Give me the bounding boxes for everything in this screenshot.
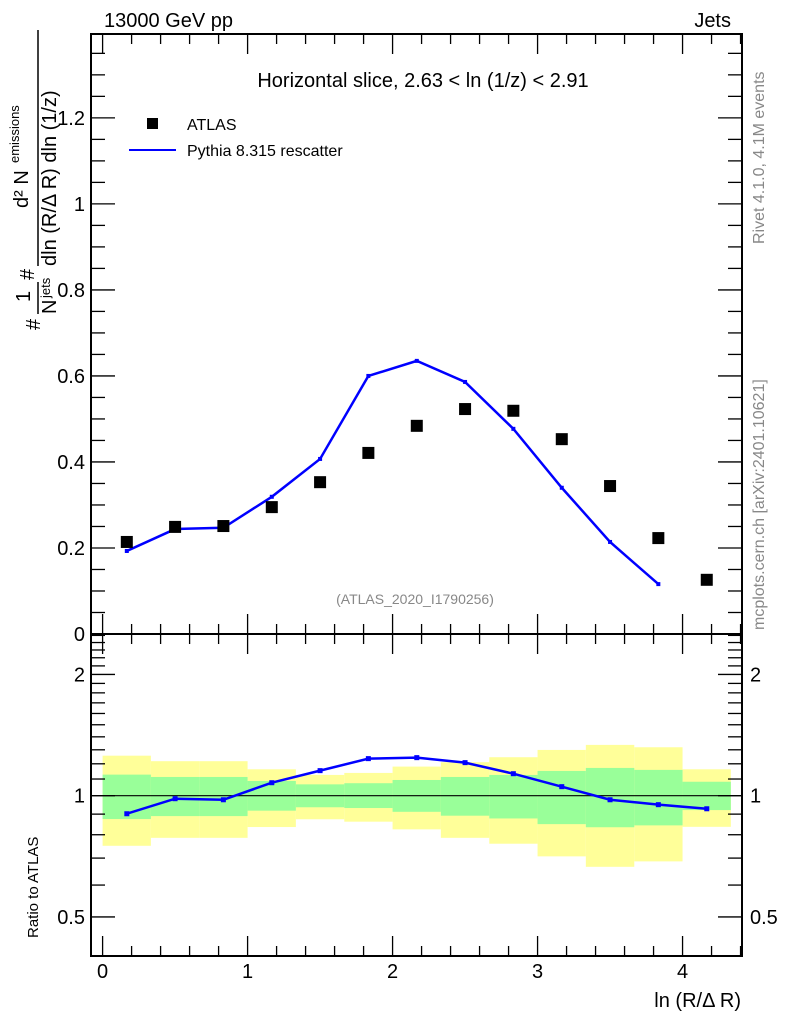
ratio-point bbox=[220, 797, 226, 803]
data-point bbox=[265, 501, 278, 514]
y-tick-label-lower-left: 2 bbox=[74, 664, 85, 686]
y-tick-label-upper: 0.4 bbox=[57, 452, 85, 474]
x-tick-label: 3 bbox=[532, 961, 543, 983]
ratio-point bbox=[124, 811, 130, 817]
ratio-point bbox=[172, 796, 178, 802]
band-inner-bin bbox=[634, 769, 683, 826]
data-point bbox=[700, 573, 713, 586]
mc-point bbox=[318, 456, 323, 461]
band-inner-bin bbox=[199, 776, 248, 817]
lower-frame bbox=[90, 633, 743, 957]
data-point bbox=[314, 476, 327, 489]
data-point bbox=[217, 520, 230, 533]
watermark: (ATLAS_2020_I1790256) bbox=[336, 591, 494, 607]
ratio-point bbox=[269, 780, 275, 786]
y-tick-label-upper: 0.6 bbox=[57, 366, 85, 388]
header-right: Jets bbox=[694, 10, 731, 32]
y-tick-label-lower-left: 1 bbox=[74, 786, 85, 808]
ylabel-one: 1 bbox=[13, 291, 35, 302]
data-point bbox=[169, 520, 182, 533]
mc-point bbox=[414, 358, 419, 363]
band-inner-bin bbox=[489, 774, 538, 819]
data-point bbox=[652, 532, 665, 545]
y-tick-label-lower-right: 2 bbox=[750, 664, 761, 686]
ylabel-numerator: d² N bbox=[11, 170, 33, 208]
ratio-point bbox=[704, 806, 710, 812]
mc-point bbox=[366, 373, 371, 378]
mc-point bbox=[463, 379, 468, 384]
y-tick-label-upper: 1.2 bbox=[57, 108, 85, 130]
ratio-point bbox=[607, 797, 613, 803]
ratio-point bbox=[510, 771, 516, 777]
mc-point bbox=[269, 494, 274, 499]
x-tick-label: 2 bbox=[387, 961, 398, 983]
x-tick-label: 0 bbox=[97, 961, 108, 983]
ylabel-njets-sub: jets bbox=[38, 277, 53, 299]
ratio-point bbox=[414, 755, 420, 761]
y-tick-label-upper: 0.8 bbox=[57, 280, 85, 302]
y-tick-label-lower-left: 0.5 bbox=[57, 907, 85, 929]
x-axis-label: ln (R/Δ R) bbox=[654, 990, 741, 1012]
data-point bbox=[555, 433, 568, 446]
mc-point bbox=[656, 582, 661, 587]
y-tick-label-upper: 0 bbox=[74, 624, 85, 646]
ylabel-denominator: dln (R/Δ R) dln (1/z) bbox=[39, 90, 61, 266]
band-inner-bin bbox=[537, 770, 586, 825]
data-point bbox=[120, 535, 133, 548]
ratio-point bbox=[559, 784, 565, 790]
legend-marker-atlas bbox=[147, 118, 158, 129]
y-axis-label-lower: Ratio to ATLAS bbox=[25, 837, 42, 938]
x-tick-label: 4 bbox=[677, 961, 688, 983]
mcplots-label: mcplots.cern.ch [arXiv:2401.10621] bbox=[751, 379, 768, 630]
legend-label-mc: Pythia 8.315 rescatter bbox=[187, 143, 343, 160]
data-point bbox=[507, 404, 520, 417]
ylabel-hash: # bbox=[17, 268, 39, 280]
chart-title: Horizontal slice, 2.63 < ln (1/z) < 2.91 bbox=[257, 70, 588, 92]
ratio-point bbox=[365, 756, 371, 762]
ratio-point bbox=[317, 768, 323, 774]
header-left: 13000 GeV pp bbox=[104, 10, 233, 32]
ratio-point bbox=[462, 760, 468, 766]
y-tick-label-upper: 1 bbox=[74, 194, 85, 216]
y-tick-label-upper: 0.2 bbox=[57, 538, 85, 560]
mc-point bbox=[559, 485, 564, 490]
data-point bbox=[459, 403, 472, 416]
data-point bbox=[410, 419, 423, 432]
ylabel-njets: N bbox=[39, 300, 61, 314]
ylabel-numerator-sub: emissions bbox=[7, 105, 22, 163]
data-point bbox=[362, 446, 375, 459]
band-inner-bin bbox=[440, 776, 490, 816]
y-tick-label-lower-right: 0.5 bbox=[750, 907, 778, 929]
ylabel-prefix: # bbox=[23, 318, 45, 330]
y-axis-label-upper: # 1 N jets # d² N emissions dln (R/Δ R) … bbox=[7, 30, 61, 330]
mc-point bbox=[511, 426, 516, 431]
data-point bbox=[604, 480, 617, 493]
ratio-point bbox=[655, 802, 661, 808]
legend-label-atlas: ATLAS bbox=[187, 117, 237, 134]
ratio-bands bbox=[91, 744, 742, 867]
x-tick-label: 1 bbox=[242, 961, 253, 983]
chart-marks bbox=[120, 358, 713, 817]
y-tick-label-lower-right: 1 bbox=[750, 786, 761, 808]
rivet-label: Rivet 4.1.0, 4.1M events bbox=[751, 71, 768, 244]
mc-point bbox=[608, 539, 613, 544]
mc-line bbox=[126, 359, 660, 586]
mc-point bbox=[124, 548, 129, 553]
axes: 0 1 2 3 4 0 0.2 0.4 0.6 0.8 1 1.2 0.5 0.5 1 1 2 2 bbox=[57, 33, 778, 983]
